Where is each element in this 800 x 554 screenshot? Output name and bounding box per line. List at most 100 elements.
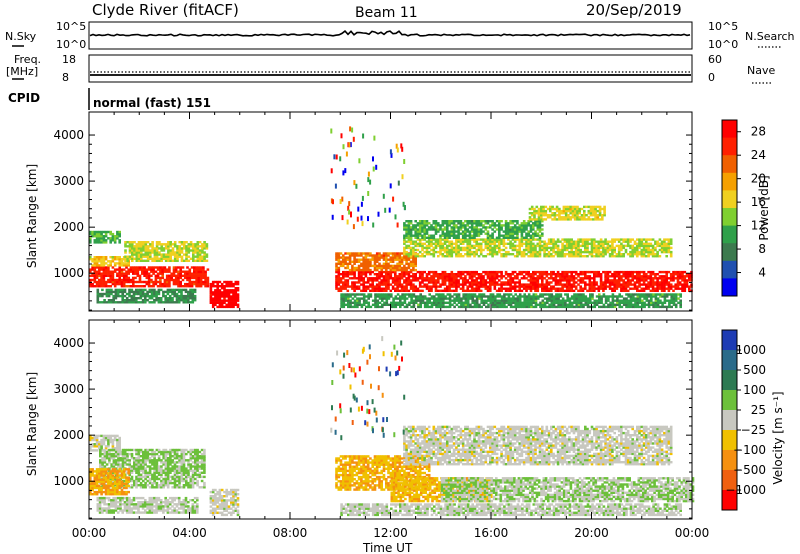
echo-cell — [659, 305, 662, 309]
echo-cell — [654, 240, 657, 243]
echo-cell — [430, 244, 433, 248]
beam-label: Beam 11 — [355, 5, 418, 21]
echo-cell — [141, 270, 144, 273]
echo-cell — [471, 299, 474, 302]
echo-cell — [407, 226, 411, 229]
echo-cell — [89, 282, 92, 286]
echo-cell — [638, 295, 642, 298]
echo-cell — [199, 268, 203, 271]
echo-cell — [620, 253, 623, 256]
echo-cell — [502, 283, 506, 286]
echo-cell — [516, 299, 520, 302]
echo-cell — [649, 277, 653, 280]
echo-cell — [156, 266, 160, 269]
echo-cell — [649, 285, 653, 288]
echo-cell — [541, 279, 544, 282]
echo-cell — [521, 303, 524, 306]
echo-cell — [164, 299, 167, 302]
echo-cell — [513, 281, 517, 284]
echo-cell — [136, 274, 140, 277]
echo-cell — [482, 293, 486, 296]
echo-cell — [184, 299, 188, 302]
echo-cell — [179, 268, 182, 271]
echo-cell — [111, 266, 115, 269]
echo-cell — [93, 260, 97, 263]
echo-cell — [193, 280, 196, 284]
echo-cell — [559, 301, 563, 304]
echo-cell — [482, 285, 485, 288]
echo-cell — [604, 283, 607, 286]
echo-cell — [122, 285, 126, 288]
echo-cell — [109, 270, 112, 273]
echo-cell — [133, 253, 136, 256]
echo-cell — [416, 277, 420, 280]
echo-cell — [504, 283, 508, 286]
echo-cell — [613, 273, 616, 276]
echo-cell — [487, 299, 490, 302]
echo-cell — [439, 250, 442, 254]
echo-cell — [532, 222, 535, 225]
echo-cell — [536, 224, 540, 227]
echo-cell — [171, 290, 174, 294]
echo-cell — [583, 205, 586, 209]
echo-cell — [533, 212, 536, 215]
echo-cell — [542, 205, 545, 209]
echo-cell — [511, 220, 515, 223]
echo-cell — [580, 207, 584, 211]
echo-cell — [175, 288, 179, 292]
echo-cell — [102, 256, 106, 259]
echo-cell — [576, 218, 579, 221]
echo-cell — [446, 238, 449, 241]
echo-cell — [647, 281, 650, 284]
echo-cell — [442, 293, 445, 296]
echo-cell — [491, 220, 494, 223]
echo-cell — [227, 301, 231, 304]
echo-cell — [129, 285, 133, 288]
echo-cell — [608, 246, 612, 250]
echo-cell — [380, 268, 383, 272]
echo-cell — [651, 273, 655, 276]
echo-cell — [174, 278, 178, 282]
echo-cell — [522, 222, 526, 225]
echo-cell — [522, 270, 526, 274]
echo-cell — [351, 281, 354, 284]
echo-cell — [527, 305, 531, 309]
echo-cell — [495, 228, 499, 231]
echo-cell — [502, 234, 506, 237]
echo-cell — [455, 299, 459, 302]
echo-cell — [581, 255, 585, 258]
echo-cell — [452, 228, 456, 231]
echo-cell — [617, 279, 621, 282]
echo-cell — [161, 268, 164, 271]
echo-cell — [502, 281, 506, 284]
echo-cell — [342, 262, 345, 265]
echo-cell — [547, 238, 551, 241]
echo-cell — [104, 285, 108, 288]
echo-cell — [546, 216, 550, 219]
echo-cell — [570, 305, 574, 309]
echo-cell — [234, 289, 238, 292]
echo-cell — [162, 292, 165, 296]
echo-cell — [141, 268, 144, 271]
echo-cell — [357, 287, 361, 290]
echo-cell — [538, 277, 542, 280]
echo-cell — [656, 285, 659, 288]
echo-cell — [617, 273, 621, 276]
echo-cell — [534, 255, 537, 258]
echo-cell — [369, 264, 372, 268]
echo-cell — [561, 287, 564, 290]
echo-cell — [669, 242, 673, 245]
echo-cell — [676, 279, 680, 282]
echo-cell — [541, 283, 544, 286]
echo-cell — [491, 238, 494, 241]
echo-cell — [602, 303, 606, 306]
echo-cell — [489, 279, 492, 282]
echo-cell — [159, 288, 163, 292]
echo-cell — [450, 253, 454, 256]
echo-cell — [199, 278, 203, 282]
echo-cell — [533, 207, 536, 211]
echo-cell — [554, 277, 558, 280]
echo-cell — [142, 249, 145, 252]
echo-cell — [194, 251, 197, 254]
echo-cell — [339, 287, 343, 290]
